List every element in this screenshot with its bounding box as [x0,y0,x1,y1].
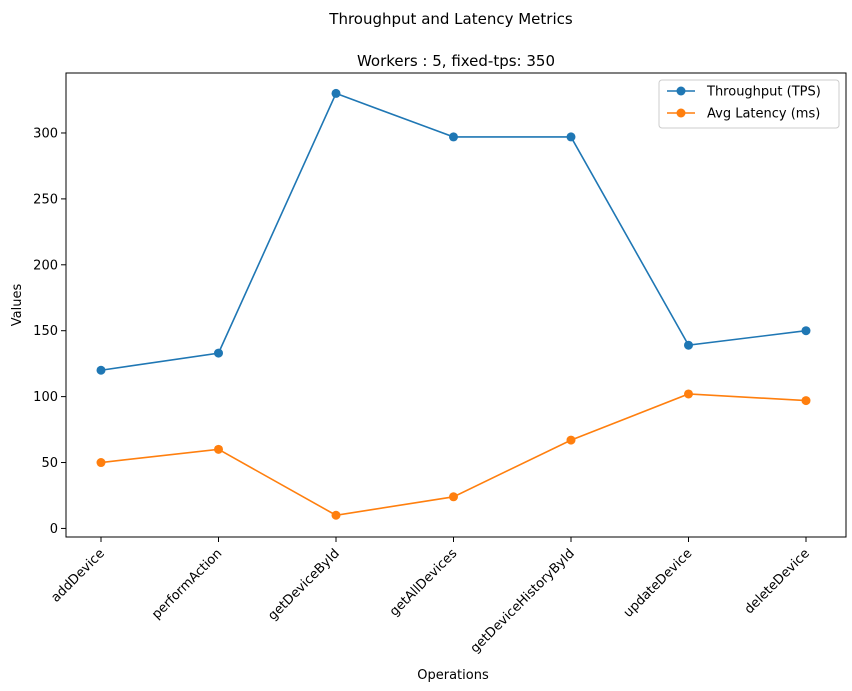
data-point [332,511,341,520]
data-point [684,341,693,350]
chart-title: Workers : 5, fixed-tps: 350 [357,52,555,70]
x-tick-label: performAction [149,546,225,622]
y-tick-label: 50 [41,456,58,471]
x-tick-label: deleteDevice [742,546,813,617]
data-point [332,89,341,98]
data-point [449,492,458,501]
x-axis: addDevice performAction getDeviceById getAl… [48,537,812,656]
legend-marker [677,87,686,96]
data-point [449,132,458,141]
x-axis-label: Operations [417,668,489,683]
y-tick-label: 150 [33,324,58,339]
y-tick-label: 100 [33,390,58,405]
y-axis: 0 50 100 150 200 250 300 [33,126,66,536]
data-point [567,436,576,445]
data-point [567,132,576,141]
y-tick-label: 0 [50,522,58,537]
plot-area [66,73,846,537]
data-point [684,389,693,398]
x-tick-label: updateDevice [621,546,695,620]
data-point [97,458,106,467]
x-tick-label: getDeviceHistoryById [468,546,578,656]
data-point [214,445,223,454]
data-point [97,366,106,375]
legend: Throughput (TPS) Avg Latency (ms) [659,80,839,128]
chart-suptitle: Throughput and Latency Metrics [328,10,573,28]
y-tick-label: 250 [33,192,58,207]
legend-label: Throughput (TPS) [706,85,821,100]
data-point [214,349,223,358]
x-tick-label: getDeviceById [265,546,342,623]
y-tick-label: 200 [33,258,58,273]
y-tick-label: 300 [33,126,58,141]
data-point [802,326,811,335]
legend-marker [677,109,686,118]
x-tick-label: getAllDevices [387,546,460,619]
y-axis-label: Values [10,284,25,327]
data-point [802,396,811,405]
x-tick-label: addDevice [48,546,107,605]
legend-label: Avg Latency (ms) [707,107,820,122]
